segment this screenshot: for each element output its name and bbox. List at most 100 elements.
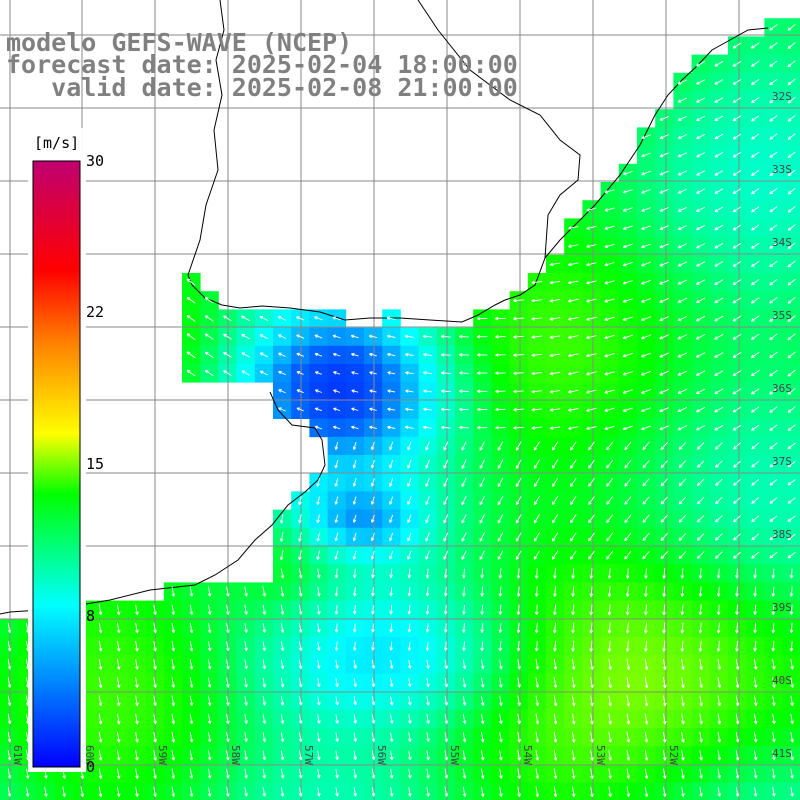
wind-arrow-77: [659, 206, 669, 212]
wind-arrow-372: [769, 424, 778, 431]
wind-arrow-314: [732, 388, 742, 395]
wind-arrow-164: [277, 316, 287, 321]
wind-arrow-411: [533, 459, 540, 469]
wind-arrow-365: [641, 425, 651, 431]
wind-arrow-323: [369, 407, 377, 412]
wind-arrow-947: [171, 731, 176, 743]
wind-arrow-142: [204, 297, 214, 304]
wind-arrow-71: [769, 188, 778, 195]
wind-arrow-34: [641, 134, 651, 139]
lat-label-38S: 38S: [772, 528, 792, 541]
wind-arrow-548: [443, 550, 449, 560]
wind-arrow-170: [495, 316, 506, 321]
wind-arrow-387: [569, 441, 577, 451]
wind-arrow-348: [332, 425, 341, 430]
wind-arrow-996: [262, 750, 267, 761]
wind-arrow-169: [477, 316, 488, 321]
wind-arrow-827: [389, 678, 394, 688]
wind-arrow-888: [699, 695, 703, 707]
wind-arrow-41: [769, 133, 778, 140]
wind-arrow-992: [189, 750, 194, 761]
wind-arrow-1033: [135, 768, 139, 779]
wind-arrow-426: [316, 477, 320, 487]
wind-arrow-839: [608, 677, 612, 689]
wind-arrow-1112: [772, 786, 776, 797]
wind-arrow-804: [772, 659, 776, 670]
wind-arrow-369: [714, 424, 724, 431]
wind-arrow-841: [644, 677, 649, 689]
wind-arrow-517: [407, 532, 412, 542]
wind-arrow-871: [389, 696, 394, 706]
wind-arrow-999: [317, 750, 321, 761]
wind-arrow-205: [513, 335, 524, 339]
wind-arrow-612: [443, 586, 448, 597]
wind-arrow-795: [608, 658, 612, 670]
wind-arrow-362: [586, 426, 597, 431]
wind-arrow-833: [499, 677, 503, 688]
wind-arrow-185: [769, 315, 778, 322]
wind-arrow-28: [696, 115, 706, 121]
wind-arrow-238: [495, 353, 506, 357]
wind-arrow-1087: [317, 787, 321, 797]
wind-arrow-245: [622, 352, 633, 358]
wind-arrow-760: [771, 640, 776, 652]
wind-arrow-334: [567, 408, 579, 412]
wind-arrow-397: [751, 442, 760, 450]
wind-arrow-644: [262, 604, 267, 615]
wind-arrow-214: [677, 334, 688, 340]
wind-arrow-497: [569, 514, 577, 524]
wind-arrow-994: [226, 750, 230, 761]
wind-arrow-887: [681, 695, 685, 707]
wind-arrow-371: [751, 424, 760, 431]
wind-arrow-1026: [7, 768, 12, 779]
wind-arrow-589: [662, 568, 666, 579]
wind-arrow-585: [589, 568, 594, 579]
wind-arrow-660: [553, 604, 557, 616]
wind-arrow-59: [751, 169, 760, 176]
wind-arrow-1100: [553, 786, 558, 798]
wind-arrow-1080: [189, 786, 194, 797]
wind-arrow-520: [461, 532, 467, 542]
wind-arrow-356: [477, 425, 488, 430]
wind-arrow-936: [772, 713, 776, 725]
wind-arrow-617: [534, 586, 539, 597]
wind-arrow-1010: [517, 750, 521, 761]
wind-arrow-789: [499, 659, 503, 670]
colorbar-tick-0: 0: [86, 758, 95, 776]
wind-arrow-647: [317, 605, 321, 615]
wind-arrow-88: [622, 225, 633, 230]
wind-arrow-308: [622, 389, 633, 394]
wind-arrow-965: [499, 732, 503, 743]
wind-arrow-199: [404, 334, 414, 339]
wind-arrow-469: [588, 496, 595, 505]
wind-arrow-62: [604, 189, 615, 194]
wind-arrow-61: [787, 169, 796, 177]
wind-arrow-563: [714, 551, 723, 559]
wind-arrow-496: [551, 514, 559, 524]
wind-arrow-459: [407, 496, 412, 505]
wind-arrow-388: [588, 441, 595, 451]
wind-arrow-301: [495, 389, 506, 394]
wind-arrow-747: [534, 640, 539, 652]
wind-arrow-730: [226, 641, 230, 652]
wind-arrow-855: [98, 695, 103, 707]
wind-arrow-565: [751, 551, 760, 559]
wind-arrow-914: [371, 714, 376, 724]
wind-arrow-1055: [535, 768, 540, 779]
colorbar-tick-8: 8: [86, 607, 95, 625]
wind-arrow-1012: [553, 750, 558, 761]
wind-arrow-1089: [353, 787, 358, 797]
wind-arrow-181: [695, 315, 706, 322]
wind-arrow-652: [407, 605, 412, 615]
wind-arrow-919: [462, 714, 467, 724]
wind-arrow-836: [553, 677, 558, 688]
wind-arrow-882: [590, 695, 594, 707]
wind-arrow-1065: [717, 768, 722, 779]
wind-arrow-410: [515, 459, 522, 469]
wind-arrow-494: [515, 514, 522, 524]
wind-arrow-905: [207, 713, 212, 725]
wind-arrow-926: [590, 713, 594, 725]
wind-arrow-729: [207, 641, 212, 652]
wind-arrow-840: [626, 677, 631, 689]
wind-arrow-627: [716, 586, 721, 597]
